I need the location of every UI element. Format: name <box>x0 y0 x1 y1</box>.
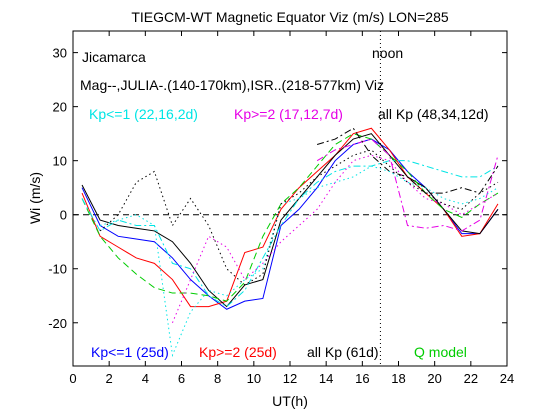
station-label: Jicamarca <box>82 49 146 65</box>
y-tick-label: -20 <box>48 316 67 331</box>
x-tick-label: 2 <box>106 371 113 386</box>
x-tick-label: 4 <box>142 371 149 386</box>
subtitle-label: Mag--,JULIA-.(140-170km),ISR..(218-577km… <box>80 77 384 93</box>
x-tick-label: 6 <box>178 371 185 386</box>
series-line-8 <box>99 165 499 358</box>
series-layer <box>81 127 499 358</box>
legend-top-kp-high: Kp>=2 (17,12,7d) <box>234 106 343 122</box>
series-line-5 <box>81 160 499 308</box>
series-line-9 <box>171 154 499 323</box>
x-tick-label: 0 <box>69 371 76 386</box>
x-tick-label: 10 <box>247 371 261 386</box>
y-tick-label: -10 <box>48 262 67 277</box>
x-tick-label: 12 <box>283 371 297 386</box>
legend-bottom-all-kp: all Kp (61d) <box>307 344 379 360</box>
x-tick-label: 24 <box>500 371 514 386</box>
x-tick-label: 14 <box>319 371 333 386</box>
legend-top-all-kp: all Kp (48,34,12d) <box>378 106 489 122</box>
y-tick-label: 20 <box>53 100 67 115</box>
x-tick-label: 8 <box>214 371 221 386</box>
legend-bottom-kp-low: Kp<=1 (25d) <box>91 344 169 360</box>
chart-title: TIEGCM-WT Magnetic Equator Viz (m/s) LON… <box>131 9 449 25</box>
series-line-6 <box>316 138 499 232</box>
x-tick-label: 20 <box>427 371 441 386</box>
series-line-7 <box>316 127 499 194</box>
x-tick-label: 16 <box>355 371 369 386</box>
legend-bottom: Kp<=1 (25d) Kp>=2 (25d) all Kp (61d) Q m… <box>91 344 467 360</box>
legend-top: Kp<=1 (22,16,2d) Kp>=2 (17,12,7d) all Kp… <box>89 106 489 122</box>
y-tick-label: 10 <box>53 154 67 169</box>
legend-bottom-kp-high: Kp>=2 (25d) <box>199 344 277 360</box>
x-axis-label: UT(h) <box>272 393 308 409</box>
series-line-4 <box>81 133 499 302</box>
noon-label: noon <box>372 45 403 61</box>
series-line-2 <box>81 127 499 308</box>
legend-top-kp-low: Kp<=1 (22,16,2d) <box>89 106 198 122</box>
x-tick-label: 22 <box>464 371 478 386</box>
y-axis-label: Wi (m/s) <box>27 172 43 224</box>
x-tick-label: 18 <box>391 371 405 386</box>
legend-bottom-q-model: Q model <box>414 344 467 360</box>
series-line-1 <box>81 138 499 310</box>
series-line-3 <box>81 133 499 308</box>
y-tick-label: 0 <box>60 208 67 223</box>
y-tick-label: 30 <box>53 46 67 61</box>
